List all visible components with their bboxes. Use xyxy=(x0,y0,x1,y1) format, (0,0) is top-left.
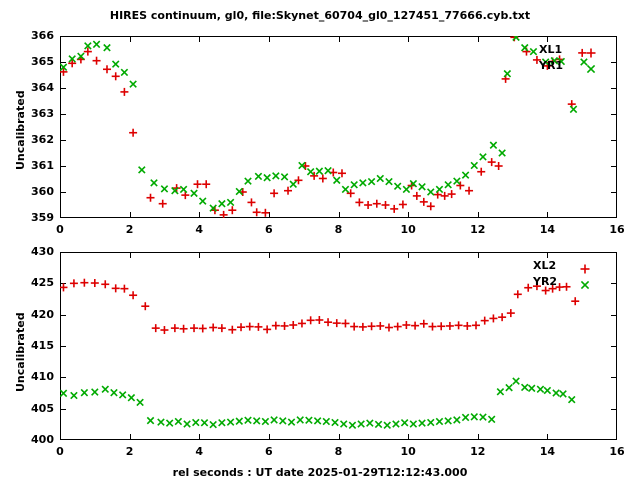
series-YR1 xyxy=(60,36,588,212)
top-plot-canvas xyxy=(60,36,617,218)
page-title: HIRES continuum, gl0, file:Skynet_60704_… xyxy=(109,9,531,22)
y-tick-label: 363 xyxy=(31,107,54,120)
y-tick-label: 360 xyxy=(31,185,54,198)
x-tick-label: 6 xyxy=(265,223,273,236)
legend-label-XL2: XL2 xyxy=(533,259,557,272)
x-tick-label: 10 xyxy=(400,223,416,236)
y-tick-label: 366 xyxy=(31,29,54,42)
x-tick-label: 16 xyxy=(609,223,625,236)
x-tick-label: 2 xyxy=(125,223,134,236)
x-tick-label: 10 xyxy=(400,445,416,458)
y-tick-label: 410 xyxy=(31,370,54,384)
x-tick-label: 0 xyxy=(56,445,64,458)
y-tick-label: 425 xyxy=(31,276,54,290)
y-tick-label: 430 xyxy=(31,245,54,258)
legend-label-XL1: XL1 xyxy=(539,43,563,56)
x-tick-label: 16 xyxy=(609,445,625,458)
series-XL1 xyxy=(60,36,587,218)
y-tick-label: 420 xyxy=(31,307,54,321)
x-tick-label: 0 xyxy=(56,223,64,236)
series-XL2 xyxy=(60,278,580,335)
legend-marker-XL2 xyxy=(579,260,591,274)
y-tick-label: 405 xyxy=(31,401,54,415)
bottom-plot-panel xyxy=(60,252,617,440)
y-tick-label: 362 xyxy=(31,133,54,146)
top-plot-frame xyxy=(60,36,617,218)
series-YR2 xyxy=(60,377,576,430)
x-tick-label: 8 xyxy=(334,223,343,236)
legend-label-YR2: YR2 xyxy=(533,275,558,288)
x-tick-label: 6 xyxy=(265,445,273,458)
y-tick-label: 365 xyxy=(31,55,54,68)
y-tick-label: 400 xyxy=(31,433,54,446)
y-tick-label: 415 xyxy=(31,339,54,352)
y-tick-label: 361 xyxy=(31,159,54,172)
bottom-plot-canvas xyxy=(60,252,617,440)
x-tick-label: 12 xyxy=(470,223,486,236)
x-tick-label: 4 xyxy=(195,223,204,236)
x-tick-label: 14 xyxy=(539,223,556,236)
legend-marker-YR2 xyxy=(579,276,591,290)
legend-label-YR1: YR1 xyxy=(539,59,564,72)
x-tick-label: 8 xyxy=(334,445,343,458)
legend-marker-XL1 xyxy=(585,44,597,58)
x-tick-label: 14 xyxy=(539,445,556,458)
y-tick-label: 364 xyxy=(31,81,54,94)
x-tick-label: 2 xyxy=(125,445,134,458)
x-tick-label: 12 xyxy=(470,445,486,458)
y-tick-label: 359 xyxy=(31,211,54,224)
x-tick-label: 4 xyxy=(195,445,204,458)
top-plot-panel xyxy=(60,36,617,218)
x-axis-label: rel seconds : UT date 2025-01-29T12:12:4… xyxy=(172,466,468,479)
legend-marker-YR1 xyxy=(585,60,597,74)
